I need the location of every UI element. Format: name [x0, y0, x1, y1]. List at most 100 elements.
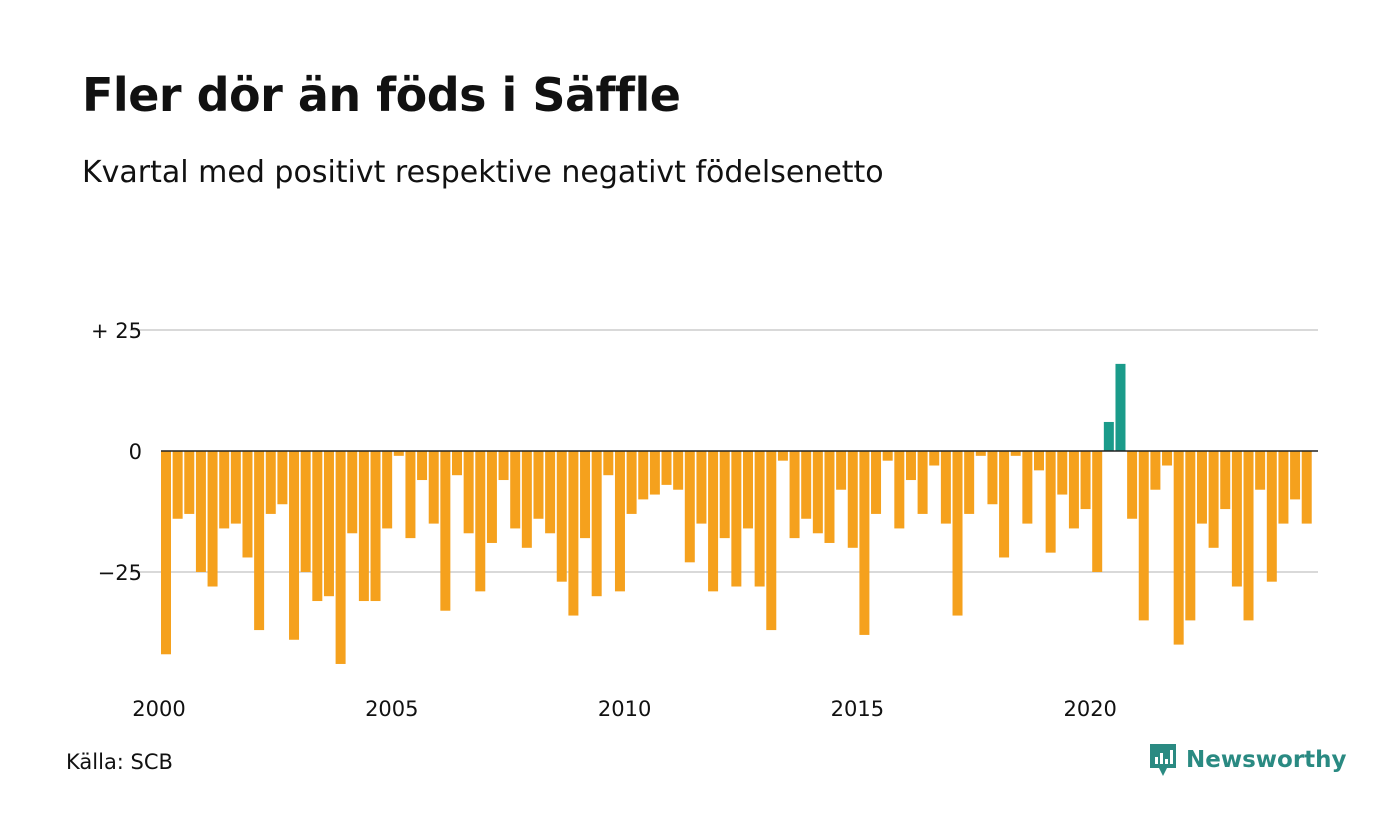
- bar: [347, 451, 358, 534]
- bar: [556, 451, 567, 582]
- bar: [382, 451, 393, 529]
- bar: [195, 451, 206, 572]
- bar: [1208, 451, 1219, 548]
- source-note: Källa: SCB: [66, 750, 173, 774]
- bar: [1010, 451, 1021, 456]
- bar: [161, 451, 171, 655]
- bar: [1196, 451, 1207, 524]
- bar: [649, 451, 660, 495]
- bar: [475, 451, 486, 592]
- bar: [510, 451, 521, 529]
- bar: [265, 451, 276, 514]
- bar: [684, 451, 695, 563]
- bar: [754, 451, 765, 587]
- bar: [801, 451, 812, 519]
- bar: [242, 451, 253, 558]
- bar: [1080, 451, 1091, 510]
- bar: [1150, 451, 1161, 490]
- bar: [824, 451, 835, 543]
- bar: [172, 451, 183, 519]
- bar: [452, 451, 462, 476]
- bar: [871, 451, 882, 514]
- bar: [987, 451, 998, 505]
- bar: [277, 451, 288, 505]
- bar: [894, 451, 905, 529]
- bar: [230, 451, 241, 524]
- bar: [999, 451, 1010, 558]
- bar: [358, 451, 369, 602]
- bar: [859, 451, 870, 635]
- bar: [393, 451, 404, 456]
- y-tick-label: 0: [129, 440, 142, 464]
- bar: [1162, 451, 1173, 466]
- bar: [836, 451, 847, 490]
- bar: [1034, 451, 1044, 471]
- bar: [789, 451, 800, 539]
- bar: [719, 451, 730, 539]
- bar: [591, 451, 602, 597]
- bar: [323, 451, 334, 597]
- bar: [696, 451, 707, 524]
- brand-logo: Newsworthy: [1148, 742, 1347, 778]
- bar: [370, 451, 381, 602]
- bar: [1255, 451, 1266, 490]
- bar: [626, 451, 637, 514]
- bar: [1138, 451, 1149, 621]
- bar: [952, 451, 963, 616]
- bar: [184, 451, 195, 514]
- bar: [975, 451, 986, 456]
- bar: [417, 451, 428, 481]
- bar: [405, 451, 416, 539]
- bar: [219, 451, 230, 529]
- bar: [929, 451, 940, 466]
- brand-name: Newsworthy: [1186, 747, 1347, 773]
- bar: [766, 451, 777, 631]
- bar: [1068, 451, 1079, 529]
- bar: [940, 451, 951, 524]
- bar: [428, 451, 439, 524]
- bar: [1173, 451, 1184, 645]
- bar: [1092, 451, 1103, 572]
- y-tick-label: −25: [98, 561, 142, 585]
- bar: [708, 451, 719, 592]
- bar: [289, 451, 300, 640]
- bar: [254, 451, 265, 631]
- bar: [673, 451, 684, 490]
- bar: [1290, 451, 1301, 500]
- bar: [1127, 451, 1138, 519]
- bar: [777, 451, 788, 461]
- bar: [882, 451, 893, 461]
- bar: [731, 451, 742, 587]
- bar: [1231, 451, 1242, 587]
- x-tick-label: 2010: [598, 697, 651, 721]
- bar: [521, 451, 532, 548]
- x-tick-label: 2000: [132, 697, 185, 721]
- bar: [1220, 451, 1231, 510]
- bar: [614, 451, 625, 592]
- bar: [638, 451, 649, 500]
- bar: [545, 451, 556, 534]
- bar: [498, 451, 509, 481]
- bar: [812, 451, 823, 534]
- bar: [1301, 451, 1312, 524]
- bar: [917, 451, 928, 514]
- bar: [312, 451, 323, 602]
- newsworthy-logo-icon: [1150, 744, 1176, 776]
- bar: [1045, 451, 1056, 553]
- bar: [533, 451, 544, 519]
- y-tick-label: + 25: [91, 319, 142, 343]
- bar: [580, 451, 591, 539]
- bar: [661, 451, 672, 485]
- bar: [463, 451, 474, 534]
- bar: [847, 451, 858, 548]
- bar: [486, 451, 497, 543]
- x-tick-label: 2005: [365, 697, 418, 721]
- bar: [1103, 421, 1114, 451]
- bar: [1115, 363, 1126, 451]
- x-tick-label: 2015: [831, 697, 884, 721]
- chart-subtitle: Kvartal med positivt respektive negativt…: [82, 155, 884, 190]
- bar: [964, 451, 975, 514]
- chart-title: Fler dör än föds i Säffle: [82, 68, 681, 122]
- bar: [1278, 451, 1289, 524]
